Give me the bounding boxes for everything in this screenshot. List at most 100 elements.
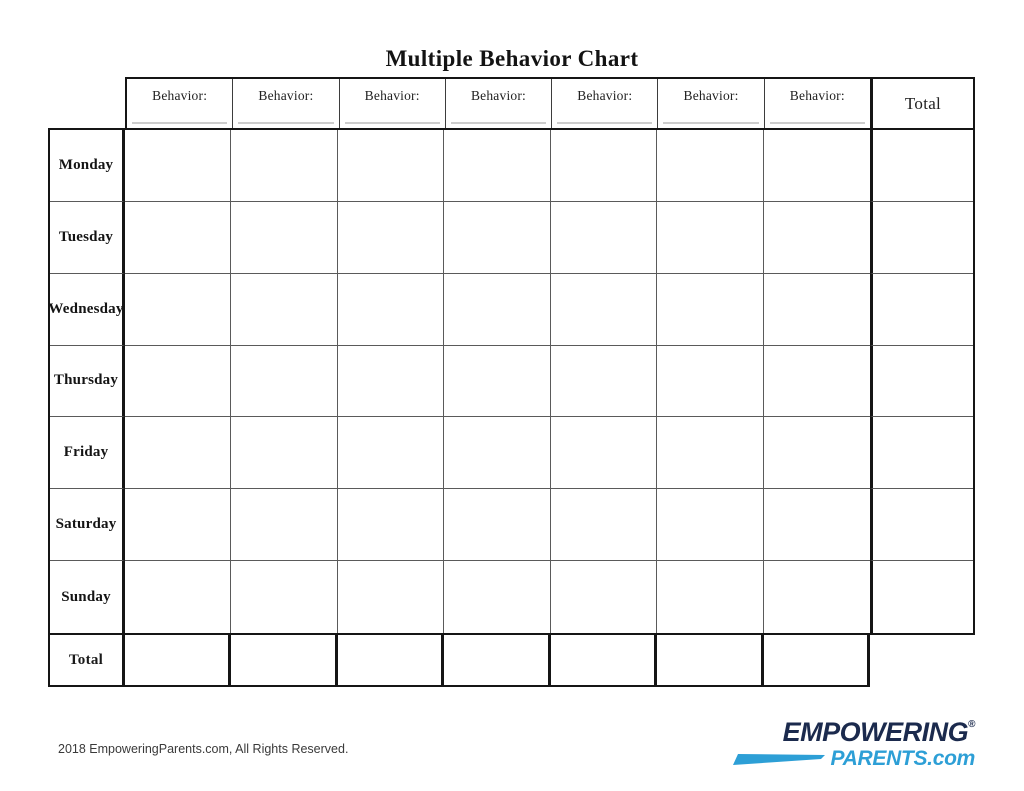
behavior-name-write-in-line [769,122,865,124]
behavior-entry-cell [763,417,870,490]
row-total-cell [870,273,973,346]
behavior-entry-cell [657,417,764,490]
behavior-header-cell: Behavior: [658,79,765,128]
behavior-name-write-in-line [132,122,228,124]
behavior-entry-cell [763,345,870,418]
behavior-entry-cell [337,273,445,346]
behavior-entry-cell [231,201,338,274]
behavior-header-label: Behavior: [683,88,739,103]
column-total-cell [763,635,867,685]
behavior-header-cells: Behavior: Behavior: Behavior: Behavior: Beha… [127,79,870,128]
behavior-entry-cell [231,417,338,490]
total-row: Total [48,635,870,687]
day-label: Monday [50,130,125,202]
page-title: Multiple Behavior Chart [385,46,639,71]
total-row-cells [125,635,867,685]
behavior-entry-cell [763,489,870,562]
behavior-entry-cell [763,273,870,346]
behavior-name-write-in-line [557,122,653,124]
behavior-header-cell: Behavior: [552,79,659,128]
behavior-entry-cell [763,561,870,633]
behavior-header-label: Behavior: [577,88,633,103]
behavior-name-write-in-line [344,122,440,124]
column-total-cell [657,635,764,685]
behavior-entry-cell [550,489,658,562]
behavior-entry-cell [550,273,658,346]
total-row-label: Total [50,635,125,685]
behavior-header-label: Behavior: [258,88,314,103]
logo-parents-word: PARENTS [830,747,928,770]
total-column-header: Total [870,79,973,128]
behavior-header-label: Behavior: [152,88,208,103]
behavior-header-label: Behavior: [470,88,526,103]
day-label: Saturday [50,489,125,562]
behavior-entry-cell [657,130,764,202]
behavior-entry-cell [550,561,658,633]
behavior-entry-cell [337,561,445,633]
behavior-entry-cell [550,345,658,418]
behavior-entry-cell [444,201,551,274]
behavior-entry-cell [125,130,232,202]
behavior-entry-cell [231,489,338,562]
behavior-entry-cell [444,489,551,562]
behavior-header-cell: Behavior: [233,79,340,128]
day-label: Thursday [50,345,125,418]
behavior-entry-cell [444,561,551,633]
behavior-entry-cell [337,489,445,562]
behavior-header-row: Behavior: Behavior: Behavior: Behavior: Beha… [125,77,975,128]
behavior-entry-cell [125,201,232,274]
row-total-cell [870,130,973,202]
row-total-cell [870,489,973,562]
behavior-chart-table: Behavior: Behavior: Behavior: Behavior: Beha… [48,77,975,687]
row-total-cell [870,345,973,418]
behavior-name-write-in-line [238,122,334,124]
behavior-entry-cell [125,345,232,418]
behavior-entry-cell [657,561,764,633]
behavior-entry-cell [550,201,658,274]
day-label: Sunday [50,561,125,633]
behavior-entry-cell [657,489,764,562]
behavior-entry-cell [444,273,551,346]
behavior-entry-cell [231,345,338,418]
behavior-entry-cell [657,345,764,418]
behavior-entry-cell [337,201,445,274]
behavior-name-write-in-line [450,122,547,124]
behavior-entry-cell [657,273,764,346]
behavior-header-cell: Behavior: [340,79,446,128]
column-total-cell [231,635,338,685]
table-body: Monday Tuesday Wednesday Thursday Friday Satu… [48,128,975,635]
column-total-cell [444,635,551,685]
behavior-entry-cell [125,273,232,346]
registered-trademark-icon: ® [968,719,975,730]
behavior-entry-cell [763,130,870,202]
logo-swoosh-icon [733,754,826,765]
behavior-header-label: Behavior: [789,88,845,103]
behavior-entry-cell [657,201,764,274]
column-total-cell [550,635,658,685]
behavior-entry-cell [231,561,338,633]
logo-empowering-text: EMPOWERING® [733,719,976,746]
behavior-header-cell: Behavior: [127,79,234,128]
behavior-entry-cell [125,489,232,562]
row-total-cell [870,561,973,633]
copyright-text: 2018 EmpoweringParents.com, All Rights R… [58,742,349,756]
behavior-entry-cell [444,417,551,490]
behavior-entry-cell [444,130,551,202]
behavior-entry-cell [231,273,338,346]
behavior-entry-cell [337,417,445,490]
column-total-cell [337,635,445,685]
column-total-cell [125,635,232,685]
behavior-entry-cell [444,345,551,418]
behavior-entry-cell [125,561,232,633]
behavior-header-label: Behavior: [364,88,420,103]
empowering-parents-logo: EMPOWERING® PARENTS .com [733,719,975,769]
behavior-entry-cell [337,130,445,202]
day-label: Friday [50,417,125,490]
row-total-cell [870,417,973,490]
behavior-name-write-in-line [663,122,759,124]
behavior-entry-cell [125,417,232,490]
day-label: Wednesday [48,273,125,346]
behavior-entry-cell [763,201,870,274]
behavior-entry-cell [550,130,658,202]
